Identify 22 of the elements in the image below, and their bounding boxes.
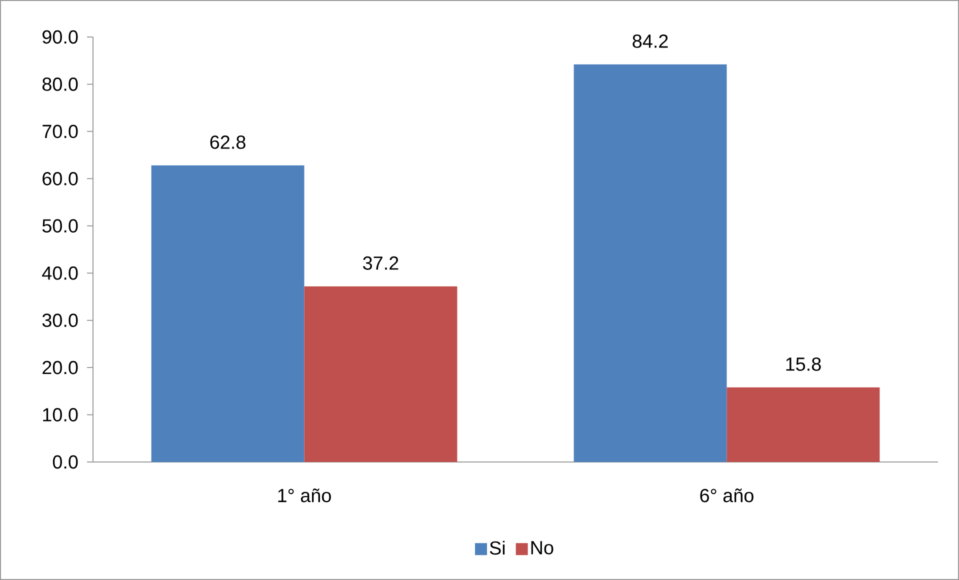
- legend-label: Si: [490, 540, 505, 555]
- y-tick-label: 10.0: [43, 408, 78, 422]
- bar: [151, 165, 304, 462]
- y-tick-label: 30.0: [42, 314, 78, 328]
- x-tick-label: 6° año: [700, 488, 754, 502]
- y-tick-label: 70.0: [42, 124, 78, 138]
- x-tick-label: 1° año: [278, 488, 331, 502]
- y-tick-label: 0.0: [52, 455, 78, 469]
- data-label: 62.8: [210, 136, 246, 149]
- bar: [726, 387, 880, 462]
- y-tick-label: 60.0: [42, 172, 78, 186]
- data-label: 84.2: [632, 34, 668, 48]
- bar: [304, 286, 458, 462]
- y-tick-label: 20.0: [42, 360, 78, 374]
- y-tick-label: 80.0: [42, 78, 78, 91]
- y-tick-label: 50.0: [42, 219, 78, 233]
- data-label: 37.2: [363, 256, 398, 270]
- data-label: 15.8: [786, 357, 821, 371]
- y-tick-label: 90.0: [42, 30, 78, 44]
- bar: [574, 64, 727, 462]
- legend-label: No: [531, 541, 554, 554]
- y-tick-label: 40.0: [42, 266, 78, 280]
